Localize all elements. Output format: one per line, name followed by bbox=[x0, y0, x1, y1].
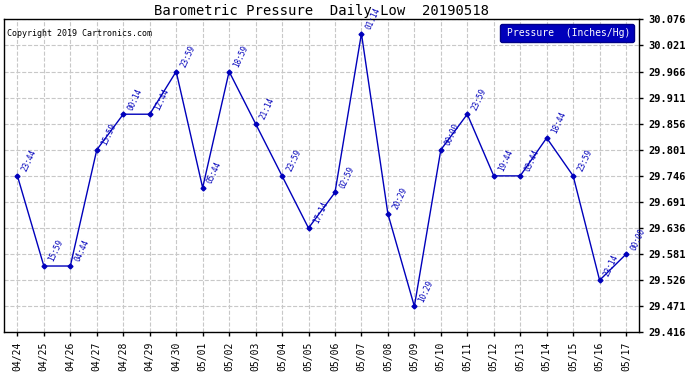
Title: Barometric Pressure  Daily Low  20190518: Barometric Pressure Daily Low 20190518 bbox=[155, 4, 489, 18]
Text: 00:00: 00:00 bbox=[629, 226, 647, 251]
Text: 18:59: 18:59 bbox=[232, 44, 250, 69]
Text: 23:59: 23:59 bbox=[470, 87, 488, 111]
Text: 02:59: 02:59 bbox=[337, 165, 355, 190]
Text: Copyright 2019 Cartronics.com: Copyright 2019 Cartronics.com bbox=[8, 29, 152, 38]
Text: 23:44: 23:44 bbox=[20, 148, 38, 173]
Legend: Pressure  (Inches/Hg): Pressure (Inches/Hg) bbox=[500, 24, 634, 42]
Text: 15:59: 15:59 bbox=[99, 122, 117, 147]
Text: 10:29: 10:29 bbox=[417, 279, 435, 303]
Text: 05:44: 05:44 bbox=[206, 160, 224, 185]
Text: 01:14: 01:14 bbox=[364, 6, 382, 31]
Text: 23:14: 23:14 bbox=[602, 253, 620, 278]
Text: 23:59: 23:59 bbox=[285, 148, 303, 173]
Text: 03:44: 03:44 bbox=[523, 148, 541, 173]
Text: 04:44: 04:44 bbox=[73, 238, 91, 263]
Text: 23:59: 23:59 bbox=[179, 44, 197, 69]
Text: 18:44: 18:44 bbox=[549, 110, 567, 135]
Text: 20:29: 20:29 bbox=[391, 186, 408, 211]
Text: 19:44: 19:44 bbox=[497, 148, 515, 173]
Text: 12:44: 12:44 bbox=[152, 87, 170, 111]
Text: 15:59: 15:59 bbox=[47, 238, 65, 263]
Text: 00:00: 00:00 bbox=[444, 122, 462, 147]
Text: 21:14: 21:14 bbox=[258, 96, 276, 121]
Text: 23:59: 23:59 bbox=[576, 148, 594, 173]
Text: 17:14: 17:14 bbox=[311, 201, 329, 225]
Text: 00:14: 00:14 bbox=[126, 87, 144, 111]
